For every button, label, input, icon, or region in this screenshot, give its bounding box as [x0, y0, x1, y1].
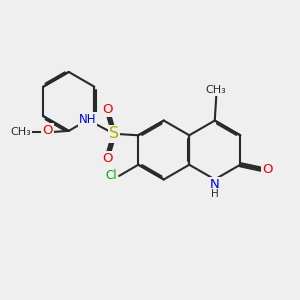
Text: H: H — [212, 189, 219, 199]
Text: O: O — [262, 163, 273, 176]
Text: NH: NH — [79, 113, 96, 126]
Text: CH₃: CH₃ — [11, 127, 32, 137]
Text: N: N — [210, 178, 220, 191]
Text: O: O — [42, 124, 53, 137]
Text: O: O — [102, 152, 112, 165]
Text: S: S — [109, 126, 119, 141]
Text: CH₃: CH₃ — [206, 85, 226, 95]
Text: Cl: Cl — [105, 169, 117, 182]
Text: O: O — [102, 103, 112, 116]
